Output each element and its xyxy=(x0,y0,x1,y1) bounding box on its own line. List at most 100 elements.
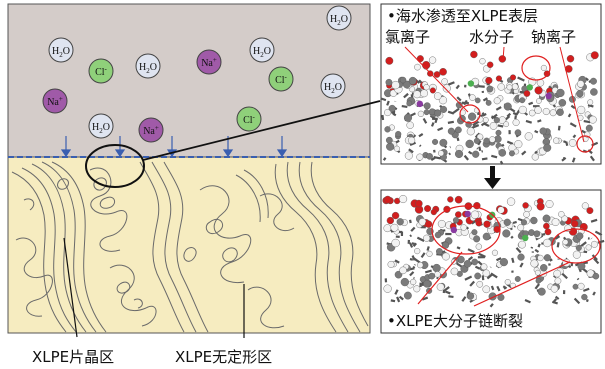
atom xyxy=(503,102,512,111)
bond xyxy=(499,160,504,166)
bond xyxy=(510,235,514,239)
atom xyxy=(413,90,421,99)
atom xyxy=(467,112,477,121)
atom xyxy=(495,129,502,136)
bond xyxy=(490,285,495,291)
atom xyxy=(434,231,442,239)
lamella-chain xyxy=(151,161,197,333)
atom xyxy=(586,207,594,215)
atom xyxy=(386,216,395,225)
atom xyxy=(426,250,433,257)
bond xyxy=(478,146,482,152)
atom xyxy=(540,64,547,71)
sodium-ion-label: Na+ xyxy=(47,95,63,108)
bond xyxy=(528,101,534,106)
atom xyxy=(465,139,474,149)
bond xyxy=(472,122,477,126)
atom xyxy=(385,78,393,86)
atom xyxy=(486,61,494,69)
amorphous-chain xyxy=(199,185,252,284)
bond xyxy=(448,295,454,299)
atom xyxy=(439,105,448,113)
bond xyxy=(401,104,408,108)
sodium-ion: Na+ xyxy=(42,88,68,114)
water-ion: H2O xyxy=(88,113,114,139)
atom xyxy=(485,76,493,85)
bond xyxy=(587,103,594,108)
bond xyxy=(511,257,515,264)
bond xyxy=(593,257,600,265)
atom xyxy=(470,210,480,219)
bond xyxy=(534,248,540,253)
bond xyxy=(419,144,422,147)
atom xyxy=(399,76,407,84)
atom xyxy=(537,254,544,262)
atom xyxy=(417,110,425,117)
dissolved-ion xyxy=(545,92,552,100)
atom xyxy=(408,76,417,85)
atom xyxy=(482,285,491,294)
amorphous-chain xyxy=(109,264,157,327)
atom xyxy=(518,240,526,249)
bond xyxy=(408,148,414,154)
atom xyxy=(502,229,511,238)
sodium-ion-circle xyxy=(42,88,68,114)
atom xyxy=(463,260,472,268)
atom xyxy=(523,211,530,218)
water-ion-circle xyxy=(249,37,275,63)
atom xyxy=(482,269,490,277)
chloride-ion-label: Cl- xyxy=(275,73,287,86)
atom xyxy=(528,229,535,236)
bottom-right-label: •XLPE大分子链断裂 xyxy=(387,312,523,330)
atom xyxy=(568,139,577,147)
amorphous-chain xyxy=(247,286,285,329)
atom xyxy=(556,108,564,116)
water-ion: H2O xyxy=(326,5,352,31)
atom xyxy=(482,117,489,123)
atom xyxy=(388,104,396,112)
seawater-region xyxy=(7,3,371,158)
atom xyxy=(386,142,395,151)
bond xyxy=(434,119,438,124)
chloride-ion: Cl- xyxy=(88,58,114,84)
bond xyxy=(481,157,488,161)
atom xyxy=(387,260,395,268)
atom xyxy=(506,84,513,91)
atom xyxy=(545,200,554,209)
atom xyxy=(535,277,542,284)
atom xyxy=(587,99,594,106)
bond xyxy=(448,152,452,156)
bond xyxy=(447,110,455,115)
bond xyxy=(549,258,553,262)
atom xyxy=(537,287,546,296)
bond xyxy=(403,92,409,99)
atom xyxy=(426,153,433,160)
lamella-chain xyxy=(310,161,369,327)
bond xyxy=(495,257,502,262)
atom xyxy=(577,282,585,290)
lamella-chain xyxy=(235,174,261,223)
amorphous-chain xyxy=(93,177,115,209)
atom xyxy=(430,208,437,216)
atom xyxy=(590,51,599,60)
bond xyxy=(409,258,414,261)
atom xyxy=(441,78,448,85)
atom xyxy=(442,252,450,261)
sodium-ion-circle xyxy=(196,49,222,75)
atom xyxy=(454,195,463,204)
bond xyxy=(591,254,598,261)
bond xyxy=(573,297,581,305)
bond xyxy=(394,289,399,295)
water-ion-label: H2O xyxy=(52,46,70,59)
highlight-sodium xyxy=(576,135,594,153)
atom xyxy=(575,244,582,251)
lamella-chain xyxy=(11,171,67,333)
atom xyxy=(439,68,447,76)
bond xyxy=(534,129,539,134)
atom xyxy=(511,83,519,90)
bond xyxy=(412,265,416,269)
atom xyxy=(437,219,446,228)
bond xyxy=(524,299,531,304)
bond xyxy=(495,106,502,111)
atom xyxy=(447,127,455,135)
